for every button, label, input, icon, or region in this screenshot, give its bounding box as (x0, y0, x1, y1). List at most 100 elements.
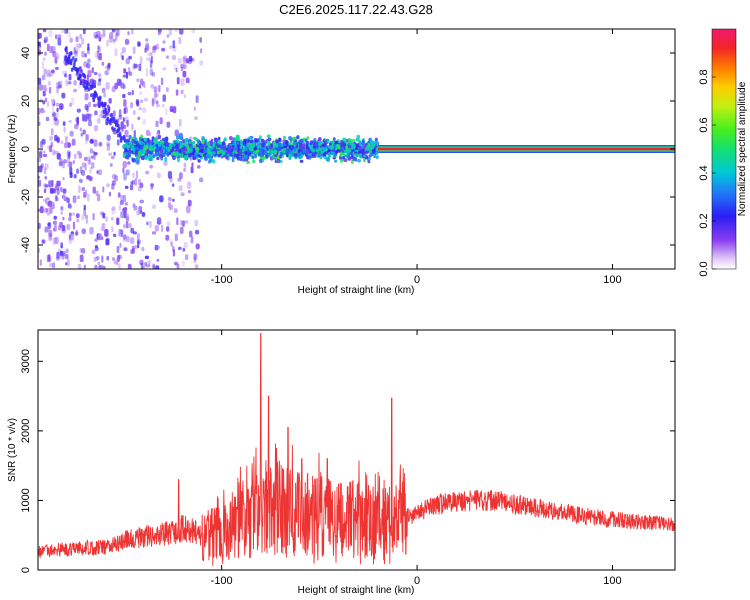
heatmap-cell (84, 265, 86, 272)
heatmap-cell (80, 81, 83, 85)
heatmap-cell (278, 138, 281, 142)
heatmap-cell (74, 154, 77, 159)
heatmap-cell (65, 29, 68, 33)
heatmap-cell (283, 136, 286, 140)
heatmap-cell (81, 51, 84, 58)
heatmap-cell (73, 160, 75, 164)
heatmap-cell (179, 119, 182, 127)
heatmap-cell (156, 157, 159, 160)
heatmap-cell (101, 255, 103, 262)
heatmap-cell (131, 29, 133, 34)
heatmap-cell (227, 151, 230, 155)
heatmap-cell (141, 138, 144, 141)
heatmap-cell (355, 157, 358, 161)
heatmap-cell (176, 89, 179, 95)
heatmap-cell (126, 72, 128, 79)
heatmap-cell (114, 152, 116, 156)
heatmap-cell (125, 148, 128, 152)
heatmap-cell (117, 255, 120, 262)
heatmap-cell (42, 239, 46, 243)
heatmap-cell (110, 163, 113, 167)
heatmap-cell (43, 150, 45, 153)
heatmap-cell (194, 253, 197, 260)
heatmap-cell (364, 143, 367, 148)
heatmap-cell (191, 29, 195, 33)
heatmap-cell (99, 114, 101, 121)
heatmap-cell (232, 158, 235, 163)
heatmap-cell (332, 140, 335, 145)
heatmap-cell (337, 144, 340, 149)
heatmap-cell (359, 146, 362, 150)
heatmap-cell (175, 152, 179, 157)
heatmap-cell (114, 48, 117, 56)
snr-background (38, 330, 675, 570)
heatmap-cell (94, 265, 97, 269)
heatmap-cell (57, 108, 59, 112)
heatmap-cell (347, 155, 350, 159)
colorbar-tick-label: 0.8 (698, 69, 710, 84)
heatmap-cell (125, 143, 128, 148)
heatmap-cell (73, 89, 77, 93)
heatmap-cell (151, 56, 153, 64)
heatmap-cell (109, 192, 111, 197)
heatmap-cell (72, 212, 75, 216)
heatmap-cell (334, 160, 337, 163)
y-tick-label: -20 (20, 189, 32, 205)
heatmap-cell (51, 180, 53, 187)
heatmap-cell (40, 206, 44, 213)
heatmap-cell (264, 151, 267, 155)
heatmap-cell (191, 236, 194, 243)
heatmap-cell (62, 229, 66, 233)
heatmap-cell (66, 224, 70, 230)
heatmap-cell (67, 157, 70, 164)
heatmap-cell (94, 72, 98, 75)
heatmap-cell (142, 212, 146, 217)
heatmap-cell (190, 145, 193, 150)
heatmap-cell (120, 200, 124, 205)
heatmap-cell (342, 156, 345, 159)
x-tick-label: -100 (211, 575, 233, 587)
heatmap-cell (78, 185, 80, 193)
heatmap-cell (63, 188, 67, 193)
heatmap-cell (326, 139, 329, 143)
heatmap-cell (168, 149, 171, 152)
heatmap-cell (123, 68, 126, 73)
heatmap-cell (207, 147, 211, 151)
heatmap-cell (55, 67, 59, 70)
heatmap-cell (141, 151, 144, 154)
heatmap-cell (157, 259, 160, 262)
heatmap-cell (61, 211, 63, 215)
heatmap-cell (188, 190, 191, 193)
heatmap-cell (177, 158, 180, 163)
heatmap-cell (69, 213, 72, 217)
heatmap-cell (103, 111, 106, 115)
y-tick-label: 20 (20, 95, 32, 107)
heatmap-cell (40, 259, 42, 265)
heatmap-cell (48, 81, 51, 86)
colorbar: 0.00.20.40.60.8 Normalized spectral ampl… (698, 29, 748, 277)
heatmap-cell (70, 51, 73, 55)
heatmap-cell (183, 248, 186, 252)
heatmap-cell (163, 153, 166, 157)
heatmap-cell (169, 204, 171, 211)
heatmap-cell (157, 217, 161, 225)
heatmap-cell (44, 37, 48, 43)
heatmap-cell (142, 119, 146, 125)
colorbar-tick-label: 0.2 (698, 213, 710, 228)
heatmap-cell (125, 202, 129, 206)
heatmap-cell (194, 107, 196, 111)
heatmap-cell (152, 265, 155, 270)
heatmap-cell (49, 263, 53, 267)
heatmap-cell (351, 139, 355, 142)
heatmap-cell (97, 194, 100, 202)
heatmap-cell (176, 68, 178, 73)
heatmap-cell (106, 40, 108, 47)
heatmap-cell (139, 91, 142, 95)
heatmap-cell (107, 105, 110, 109)
heatmap-cell (213, 151, 216, 154)
heatmap-cell (93, 98, 96, 102)
heatmap-cell (147, 138, 150, 142)
heatmap-cell (65, 249, 68, 254)
heatmap-cell (104, 229, 108, 237)
heatmap-cell (133, 46, 136, 54)
